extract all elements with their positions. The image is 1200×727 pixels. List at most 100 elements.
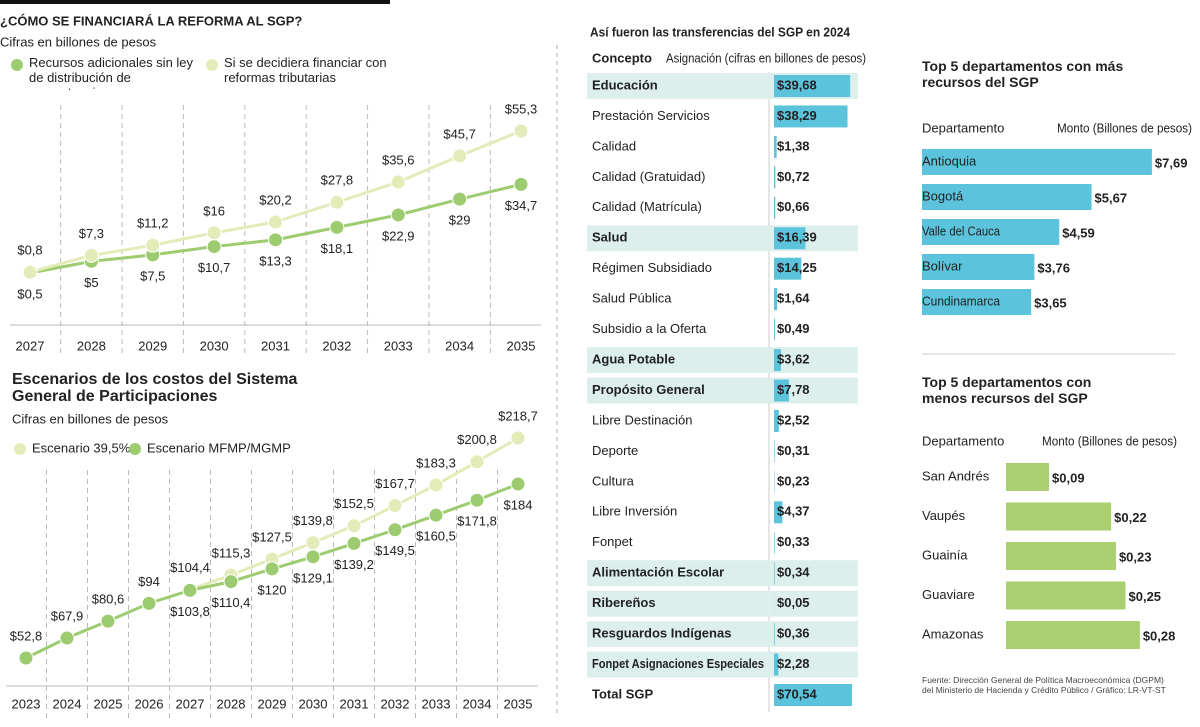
row-label: Libre Destinación — [592, 412, 692, 427]
bar — [774, 288, 778, 311]
data-label: $152,5 — [334, 496, 374, 511]
data-point — [346, 535, 362, 551]
bar — [1006, 463, 1050, 491]
data-label: $52,8 — [10, 628, 43, 643]
row-label: Resguardos Indígenas — [592, 626, 731, 641]
bar — [922, 254, 1035, 280]
row-label: Ribereños — [592, 595, 656, 610]
chart-title: ¿CÓMO SE FINANCIARÁ LA REFORMA AL SGP? — [0, 13, 302, 28]
data-label: $127,5 — [252, 529, 292, 544]
x-tick-label: 2025 — [94, 696, 123, 711]
data-label: $104,4 — [170, 560, 210, 575]
row-label: San Andrés — [922, 468, 990, 483]
row-label: Valle del Cauca — [922, 223, 1001, 238]
data-label: $0,33 — [777, 534, 810, 549]
row-band — [587, 590, 858, 617]
data-point — [305, 535, 321, 551]
column-header: Concepto — [592, 50, 652, 65]
x-tick-label: 2035 — [507, 338, 536, 353]
row-label: Salud Pública — [592, 291, 672, 306]
data-label: $16,39 — [777, 230, 817, 245]
row-label: Subsidio a la Oferta — [592, 321, 707, 336]
data-label: $0,36 — [777, 626, 810, 641]
data-label: $7,78 — [777, 382, 810, 397]
row-band — [587, 377, 858, 404]
bar — [774, 318, 775, 341]
source-note: Fuente: Dirección General de Política Ma… — [922, 676, 1166, 695]
data-point — [513, 176, 529, 192]
data-point — [83, 247, 99, 263]
data-label: $20,2 — [259, 192, 292, 207]
data-label: $0,28 — [1143, 628, 1176, 643]
data-point — [387, 522, 403, 538]
chart-title: Así fueron las transferencias del SGP en… — [590, 24, 851, 39]
data-label: $139,8 — [293, 513, 333, 528]
data-label: $0,34 — [777, 565, 810, 580]
data-label: $171,8 — [457, 514, 497, 529]
row-label: Bogotá — [922, 188, 964, 203]
data-label: $139,2 — [334, 557, 374, 572]
bar — [774, 349, 781, 372]
row-band — [587, 621, 858, 648]
row-label: Calidad (Matrícula) — [592, 199, 702, 214]
data-label: $22,9 — [382, 228, 415, 243]
data-point — [59, 630, 75, 646]
data-point — [182, 582, 198, 598]
data-point — [141, 595, 157, 611]
data-label: $167,7 — [375, 476, 415, 491]
data-label: $120 — [258, 582, 287, 597]
row-label: Guainía — [922, 547, 968, 562]
data-label: $67,9 — [51, 608, 84, 623]
column-header: Monto (Billones de pesos) — [1042, 433, 1177, 448]
data-label: $218,7 — [498, 408, 538, 423]
data-point — [305, 549, 321, 565]
bar — [774, 75, 851, 97]
top-rule — [0, 0, 390, 4]
row-band — [587, 347, 858, 374]
column-header: Monto (Billones de pesos) — [1057, 120, 1192, 135]
data-label: $200,8 — [457, 432, 497, 447]
data-label: $4,37 — [777, 504, 810, 519]
x-tick-label: 2027 — [16, 338, 45, 353]
data-label: $39,68 — [777, 77, 817, 92]
data-label: $5 — [84, 275, 98, 290]
data-label: $2,52 — [777, 412, 810, 427]
data-label: $0,25 — [1129, 589, 1162, 604]
row-label: Alimentación Escolar — [592, 565, 724, 580]
data-label: $115,3 — [212, 546, 251, 561]
data-point — [510, 476, 526, 492]
row-label: Calidad — [592, 138, 636, 153]
bar — [774, 227, 806, 250]
bar — [774, 379, 789, 402]
bar — [774, 440, 775, 463]
row-label: Calidad (Gratuidad) — [592, 169, 705, 184]
data-label: $7,69 — [1155, 155, 1188, 170]
data-label: $34,7 — [505, 198, 538, 213]
data-label: $27,8 — [321, 173, 354, 188]
data-point — [428, 477, 444, 493]
data-label: $11,2 — [137, 216, 169, 231]
bar — [1006, 502, 1112, 531]
bar — [774, 105, 848, 128]
x-tick-label: 2028 — [217, 696, 246, 711]
row-label: Guaviare — [922, 587, 975, 602]
data-label: $7,5 — [140, 268, 165, 283]
chart-title: Top 5 departamentos con menos recursos d… — [922, 374, 1092, 407]
data-label: $13,3 — [259, 253, 292, 268]
data-label: $70,54 — [777, 686, 818, 701]
x-tick-label: 2030 — [299, 696, 328, 711]
data-label: $14,25 — [777, 260, 817, 275]
x-tick-label: 2034 — [463, 696, 492, 711]
row-label: Amazonas — [922, 626, 984, 641]
data-label: $38,29 — [777, 108, 817, 123]
data-point — [329, 219, 345, 235]
x-tick-label: 2032 — [381, 696, 410, 711]
row-label: Total SGP — [592, 686, 653, 701]
x-tick-label: 2029 — [138, 338, 167, 353]
data-label: $55,3 — [505, 101, 538, 116]
data-label: $0,31 — [777, 443, 810, 458]
data-label: $183,3 — [416, 455, 456, 470]
row-band — [587, 560, 858, 587]
row-label: Educación — [592, 77, 658, 92]
x-tick-label: 2023 — [12, 696, 41, 711]
